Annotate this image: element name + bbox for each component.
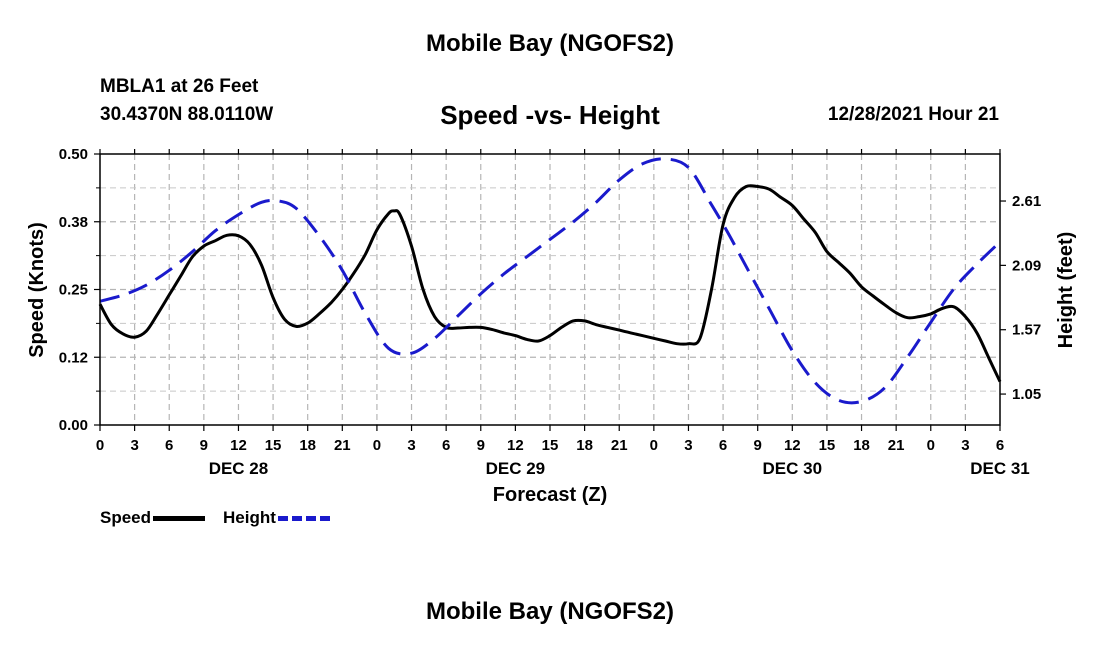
- y-left-tick-label: 0.00: [59, 417, 88, 434]
- x-tick-label: 3: [407, 437, 415, 454]
- y-left-tick-label: 0.38: [59, 214, 88, 231]
- x-tick-label: 0: [650, 437, 658, 454]
- chart-title: Mobile Bay (NGOFS2): [425, 30, 675, 57]
- y-right-tick-label: 1.05: [1012, 386, 1041, 403]
- legend: Speed Height: [100, 508, 348, 528]
- x-tick-label: 6: [442, 437, 450, 454]
- x-tick-label: 6: [719, 437, 727, 454]
- x-tick-label: 6: [996, 437, 1004, 454]
- date-label: DEC 28: [209, 459, 269, 478]
- tick-labels: 0 3 6 9 12 15 18 21 0 3 6 9 12 15 18 21 0 3 6 9 12 15 18 21 0 3 6 D…: [59, 146, 1041, 478]
- y-left-tick-label: 0.25: [59, 282, 88, 299]
- x-tick-label: 9: [754, 437, 762, 454]
- y-axis-left-label: Speed (Knots): [26, 222, 48, 358]
- x-tick-label: 12: [230, 437, 247, 454]
- forecast-datestamp: 12/28/2021 Hour 21: [827, 104, 999, 125]
- legend-height-label: Height: [223, 508, 276, 527]
- x-tick-label: 12: [507, 437, 524, 454]
- x-tick-label: 3: [684, 437, 692, 454]
- series-line-height: [99, 157, 1002, 405]
- x-tick-label: 21: [888, 437, 905, 454]
- legend-height-swatch: [277, 515, 330, 521]
- x-axis-label: Forecast (Z): [493, 484, 607, 506]
- x-tick-label: 15: [542, 437, 559, 454]
- station-coordinates: 30.4370N 88.0110W: [100, 104, 274, 125]
- y-right-tick-label: 2.09: [1012, 257, 1041, 274]
- x-tick-label: 18: [853, 437, 870, 454]
- station-label: MBLA1 at 26 Feet: [100, 76, 259, 97]
- y-axis-right-label: Height (feet): [1055, 232, 1077, 349]
- chart-subtitle: Speed -vs- Height: [440, 100, 660, 130]
- y-left-tick-label: 0.12: [59, 349, 88, 366]
- legend-item-height: Height: [223, 508, 330, 528]
- series-group: [98, 157, 1002, 405]
- date-label: DEC 30: [763, 459, 823, 478]
- x-tick-label: 3: [130, 437, 138, 454]
- legend-item-speed: Speed: [100, 508, 206, 528]
- x-tick-label: 9: [477, 437, 485, 454]
- y-right-tick-label: 1.57: [1012, 322, 1041, 339]
- x-tick-label: 21: [334, 437, 351, 454]
- x-tick-label: 0: [927, 437, 935, 454]
- x-tick-label: 6: [165, 437, 173, 454]
- x-tick-label: 0: [373, 437, 381, 454]
- x-tick-label: 9: [200, 437, 208, 454]
- legend-speed-swatch: [153, 515, 206, 521]
- x-tick-label: 15: [819, 437, 836, 454]
- series-line-speed: [98, 184, 1002, 383]
- x-tick-label: 3: [961, 437, 969, 454]
- date-label: DEC 31: [970, 459, 1030, 478]
- legend-speed-label: Speed: [100, 508, 152, 527]
- x-tick-label: 18: [299, 437, 316, 454]
- date-label: DEC 29: [486, 459, 546, 478]
- grid-lines: [100, 154, 1000, 425]
- x-tick-label: 12: [784, 437, 801, 454]
- x-tick-label: 21: [611, 437, 628, 454]
- plot-frame: [99, 153, 1001, 426]
- x-tick-label: 18: [576, 437, 593, 454]
- y-right-tick-label: 2.61: [1012, 193, 1041, 210]
- y-left-tick-label: 0.50: [59, 146, 88, 163]
- footer-title: Mobile Bay (NGOFS2): [425, 598, 675, 625]
- x-tick-label: 15: [265, 437, 282, 454]
- axis-ticks: [94, 149, 1006, 431]
- x-tick-label: 0: [96, 437, 104, 454]
